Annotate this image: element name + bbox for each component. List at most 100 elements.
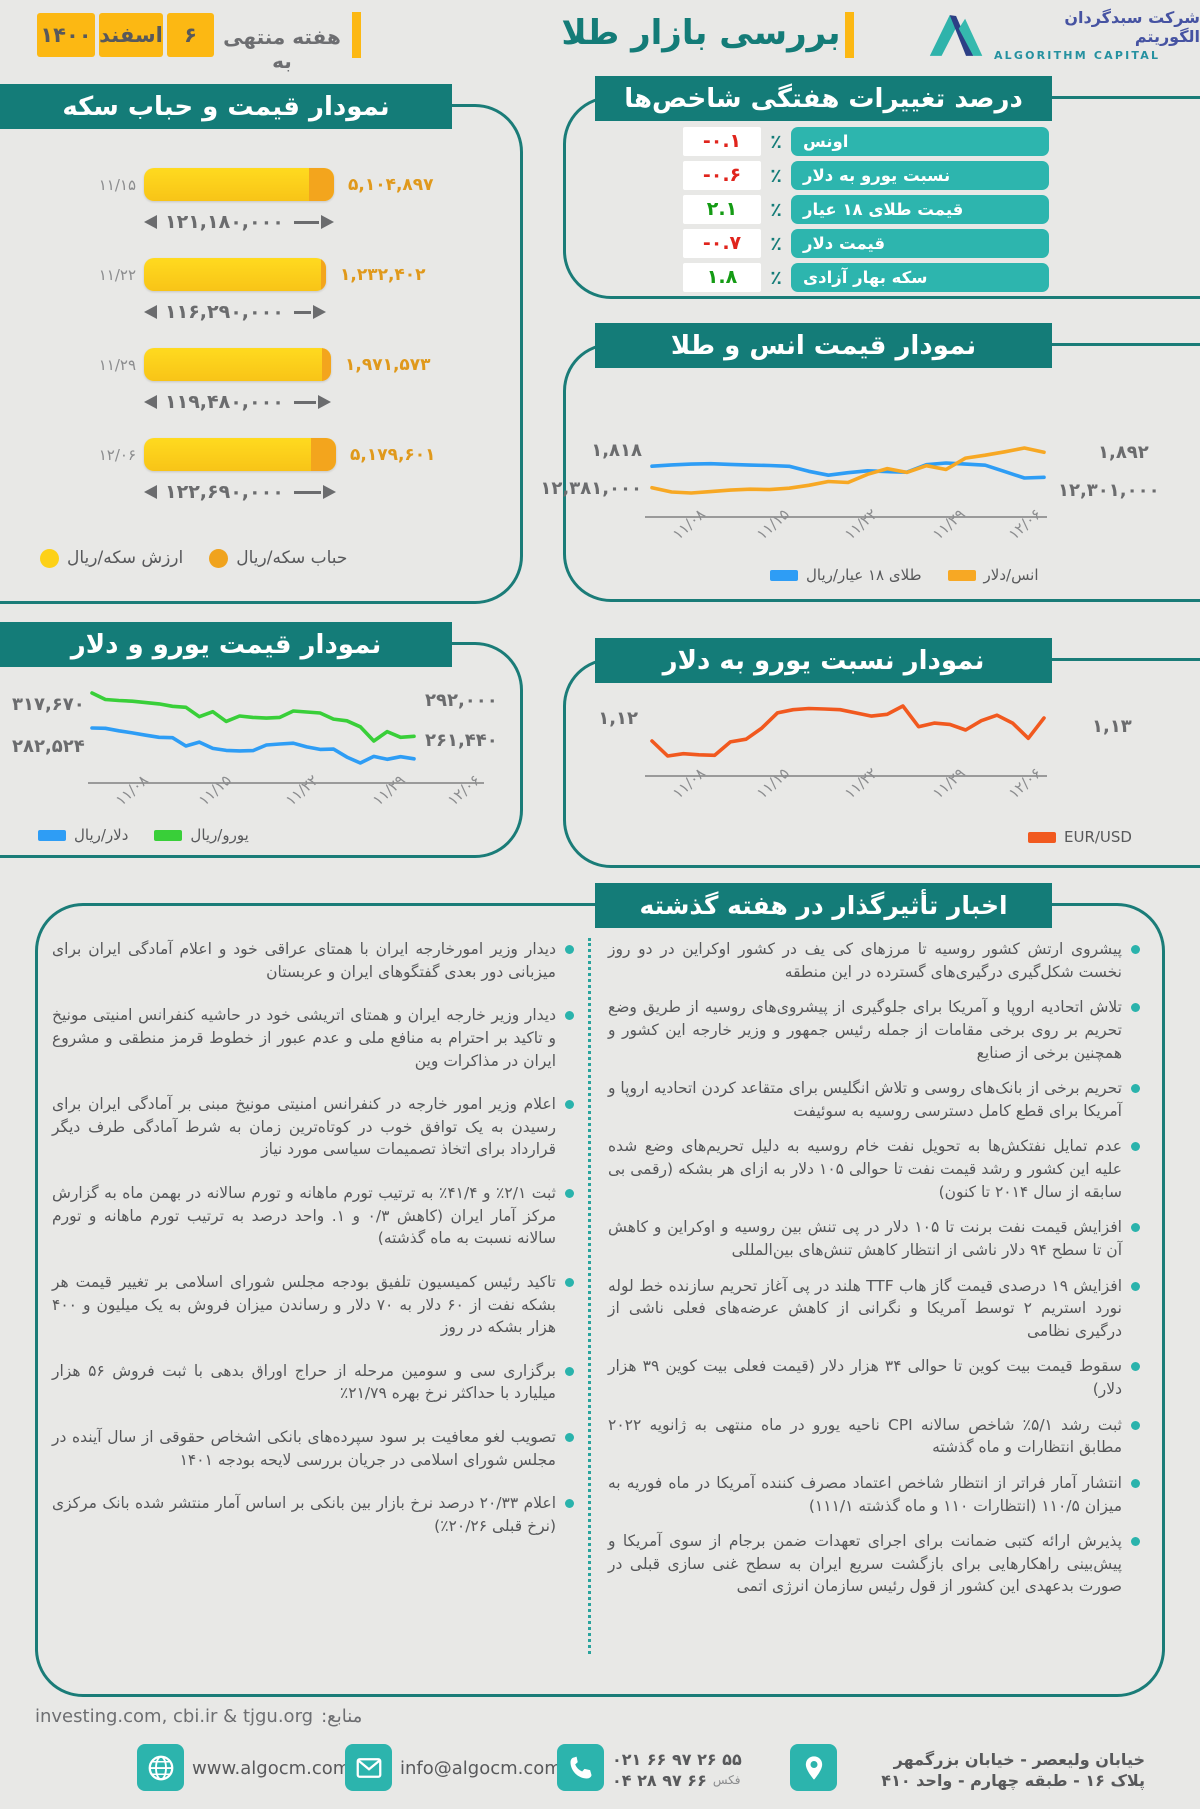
arrow-left-icon: [144, 305, 157, 319]
index-change-value: ۲.۱: [683, 195, 761, 224]
coin-bubble-segment: [311, 438, 336, 471]
news-text: اعلام ۲۰/۳۳ درصد نرخ بازار بین بانکی بر …: [52, 1494, 557, 1535]
index-change-value: -۰.۶: [683, 161, 761, 190]
news-text: افزایش قیمت نفت برنت تا ۱۰۵ دلار در پی ت…: [608, 1218, 1122, 1259]
ounce-line-swatch-icon: [947, 569, 976, 581]
news-text: پذیرش ارائه کتبی ضمانت برای اجرای تعهدات…: [608, 1532, 1122, 1596]
bullet-icon: [565, 1011, 574, 1021]
bullet-icon: [565, 1433, 574, 1442]
legend-coin-bubble: حباب سکه/ریال: [209, 548, 347, 568]
coin-bubble-segment: [321, 348, 331, 381]
news-text: اعلام وزیر امور خارجه در کنفرانس امنیتی …: [52, 1095, 556, 1159]
arrow-left-icon: [144, 485, 157, 499]
coin-bubble-segment: [320, 258, 326, 291]
percent-sign: ٪: [770, 130, 782, 153]
euro-dollar-legend: دلار/ریال یورو/ریال: [38, 826, 249, 844]
ounce-gold-line-chart: [650, 446, 1046, 495]
news-item: انتشار آمار فراتر از انتظار شاخص اعتماد …: [608, 1472, 1140, 1517]
news-item: افزایش قیمت نفت برنت تا ۱۰۵ دلار در پی ت…: [608, 1216, 1140, 1261]
arrow-left-icon: [144, 215, 157, 229]
index-label: نسبت یورو به دلار: [791, 161, 1049, 190]
coin-chart-legend: ارزش سکه/ریال حباب سکه/ریال: [40, 548, 347, 568]
bullet-icon: [565, 1100, 574, 1110]
bullet-icon: [1131, 945, 1140, 954]
coin-bar-group: ۱۲/۰۶ ۵,۱۷۹,۶۰۱ ۱۲۲,۶۹۰,۰۰۰: [88, 438, 524, 503]
index-change-value: -۰.۷: [683, 229, 761, 258]
index-label: قیمت طلای ۱۸ عیار: [791, 195, 1049, 224]
coin-bar-group: ۱۱/۱۵ ۵,۱۰۴,۸۹۷ ۱۲۱,۱۸۰,۰۰۰: [88, 168, 524, 233]
news-text: برگزاری سی و سومین مرحله از حراج اوراق ب…: [52, 1361, 556, 1403]
coin-bubble-value: ۱,۲۳۲,۴۰۲: [340, 264, 426, 285]
euro-dollar-line-chart: [90, 691, 416, 765]
fax-label: فکس: [712, 1773, 741, 1787]
legend-gold: طلای ۱۸ عیار/ریال: [770, 566, 922, 584]
logo-name-en: ALGORITHM CAPITAL: [993, 49, 1161, 62]
coin-price-value: ۱۲۲,۶۹۰,۰۰۰: [165, 481, 284, 503]
bullet-icon: [565, 1366, 574, 1376]
legend-dollar: دلار/ریال: [38, 826, 128, 844]
news-text: ثبت رشد ۵/۱٪ شاخص سالانه CPI ناحیه یورو …: [608, 1415, 1122, 1457]
ounce-start-value: ۱,۸۱۸: [591, 440, 642, 461]
coin-bubble-value: ۱,۹۷۱,۵۷۳: [345, 354, 431, 375]
percent-sign: ٪: [770, 198, 782, 221]
coin-bubble-value: ۵,۱۰۴,۸۹۷: [348, 174, 434, 195]
legend-euro: یورو/ریال: [154, 826, 249, 844]
phone-number[interactable]: ۰۲۱ ۶۶ ۹۷ ۲۶ ۵۵: [612, 1749, 742, 1769]
panel-euro-dollar-title: نمودار قیمت یورو و دلار: [0, 622, 452, 667]
euro-line-swatch-icon: [154, 829, 183, 841]
legend-label: EUR/USD: [1064, 828, 1132, 846]
gold-start-value: ۱۲,۳۸۱,۰۰۰: [540, 478, 642, 499]
coin-price-value: ۱۱۶,۲۹۰,۰۰۰: [165, 301, 284, 323]
x-axis-ticks: ۱۱/۰۸ ۱۱/۱۵ ۱۱/۲۲ ۱۱/۲۹ ۱۲/۰۶: [88, 771, 484, 828]
index-change-value: -۰.۱: [683, 127, 761, 156]
news-text: تلاش اتحادیه اروپا و آمریکا برای جلوگیری…: [608, 998, 1122, 1062]
news-item: تحریم برخی از بانک‌های روسی و تلاش انگلی…: [608, 1077, 1140, 1122]
website-icon: [137, 1744, 184, 1791]
news-item: پیشروی ارتش کشور روسیه تا مرزهای کی یف د…: [608, 938, 1140, 983]
coin-bar-date: ۱۱/۲۹: [98, 355, 136, 374]
legend-label: طلای ۱۸ عیار/ریال: [806, 566, 922, 584]
legend-ounce: انس/دلار: [947, 566, 1039, 584]
news-columns-divider: [588, 938, 591, 1654]
gold-end-value: ۱۲,۳۰۱,۰۰۰: [1058, 480, 1160, 501]
eurusd-line-chart: [650, 704, 1046, 758]
news-item: تصویب لغو معافیت بر سود سپرده‌های بانکی …: [52, 1426, 574, 1471]
coin-bar-group: ۱۱/۲۲ ۱,۲۳۲,۴۰۲ ۱۱۶,۲۹۰,۰۰۰: [88, 258, 524, 323]
panel-coin-chart-title: نمودار قیمت و حباب سکه: [0, 84, 452, 129]
envelope-icon: [356, 1757, 381, 1778]
news-item: ثبت رشد ۵/۱٪ شاخص سالانه CPI ناحیه یورو …: [608, 1414, 1140, 1459]
index-row: -۰.۷ ٪ قیمت دلار: [683, 229, 1049, 258]
arrow-right-icon: [323, 485, 336, 499]
email-icon-box: [345, 1744, 392, 1791]
phone-numbers: ۰۲۱ ۶۶ ۹۷ ۲۶ ۵۵ ۰۴ ۲۸ ۹۷ ۶۶ فکس: [612, 1746, 742, 1793]
algorithm-capital-logo-icon: [929, 15, 983, 56]
index-label: اونس: [791, 127, 1049, 156]
coin-value-swatch-icon: [40, 548, 59, 568]
website-link[interactable]: www.algocm.com: [192, 1758, 351, 1779]
header-divider-bar-left: [352, 12, 361, 58]
bullet-icon: [1131, 1420, 1140, 1430]
euro-end-value: ۲۹۲,۰۰۰: [425, 690, 498, 711]
bullet-icon: [1131, 1084, 1140, 1094]
index-label: قیمت دلار: [791, 229, 1049, 258]
news-item: برگزاری سی و سومین مرحله از حراج اوراق ب…: [52, 1360, 574, 1405]
bullet-icon: [565, 945, 574, 954]
news-text: تحریم برخی از بانک‌های روسی و تلاش انگلی…: [608, 1079, 1122, 1120]
phone-icon: [570, 1756, 591, 1778]
ounce-end-value: ۱,۸۹۲: [1098, 442, 1149, 463]
coin-bar-date: ۱۱/۲۲: [98, 265, 136, 284]
sources-line: منابع: investing.com, cbi.ir & tjgu.org: [35, 1706, 362, 1727]
bullet-icon: [565, 1189, 574, 1198]
dollar-line-swatch-icon: [38, 829, 66, 841]
email-link[interactable]: info@algocm.com: [400, 1758, 562, 1779]
news-item: عدم تمایل نفتکش‌ها به تحویل نفت خام روسی…: [608, 1135, 1140, 1203]
news-text: ثبت ۲/۱٪ و ۴۱/۴٪ به ترتیب تورم ماهانه و …: [52, 1184, 556, 1248]
coin-bubble-segment: [309, 168, 334, 201]
address-icon-box: [790, 1744, 837, 1791]
news-column-domestic: دیدار وزیر امورخارجه ایران با همتای عراق…: [52, 938, 574, 1538]
page-title: بررسی بازار طلا: [561, 13, 841, 53]
arrow-line: [293, 220, 319, 224]
index-row: ۲.۱ ٪ قیمت طلای ۱۸ عیار: [683, 195, 1049, 224]
coin-price-arrow: ۱۲۲,۶۹۰,۰۰۰: [144, 481, 336, 503]
